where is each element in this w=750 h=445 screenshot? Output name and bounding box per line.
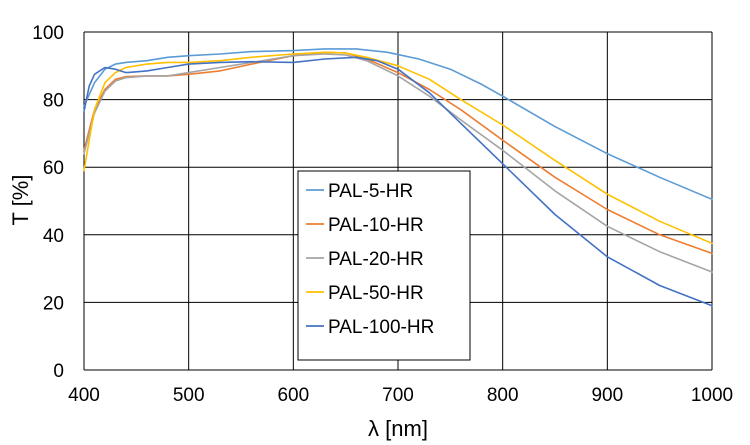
x-tick-label: 600: [277, 385, 309, 406]
x-axis-label: λ [nm]: [368, 416, 428, 441]
y-tick-label: 100: [32, 23, 64, 44]
y-tick-label: 0: [53, 361, 64, 382]
legend-label: PAL-100-HR: [328, 317, 434, 338]
legend-label: PAL-20-HR: [328, 249, 424, 270]
x-tick-label: 500: [173, 385, 205, 406]
tick-labels: 400 500 600 700 800 900 1000 0 20 40 60 80 100: [32, 23, 733, 406]
x-tick-label: 1000: [691, 385, 733, 406]
legend: PAL-5-HR PAL-10-HR PAL-20-HR PAL-50-HR PAL-1…: [297, 170, 471, 361]
y-tick-label: 60: [43, 158, 64, 179]
series-line-pal-20-hr: [83, 53, 713, 273]
legend-label: PAL-10-HR: [328, 215, 424, 236]
legend-label: PAL-5-HR: [328, 181, 413, 202]
series-line-pal-10-hr: [83, 51, 713, 255]
series-line-pal-100-hr: [83, 56, 713, 307]
series-line-pal-50-hr: [83, 51, 713, 245]
x-tick-label: 800: [487, 385, 519, 406]
y-axis-label: T [%]: [8, 175, 33, 226]
x-tick-label: 900: [591, 385, 623, 406]
legend-label: PAL-50-HR: [328, 283, 424, 304]
x-tick-label: 400: [68, 385, 100, 406]
series-line-pal-5-hr: [83, 48, 713, 201]
series-lines: [83, 48, 713, 307]
legend-box: [297, 170, 471, 361]
y-tick-label: 80: [43, 91, 64, 112]
y-tick-label: 40: [43, 226, 64, 247]
y-tick-label: 20: [43, 293, 64, 314]
x-tick-label: 700: [382, 385, 414, 406]
